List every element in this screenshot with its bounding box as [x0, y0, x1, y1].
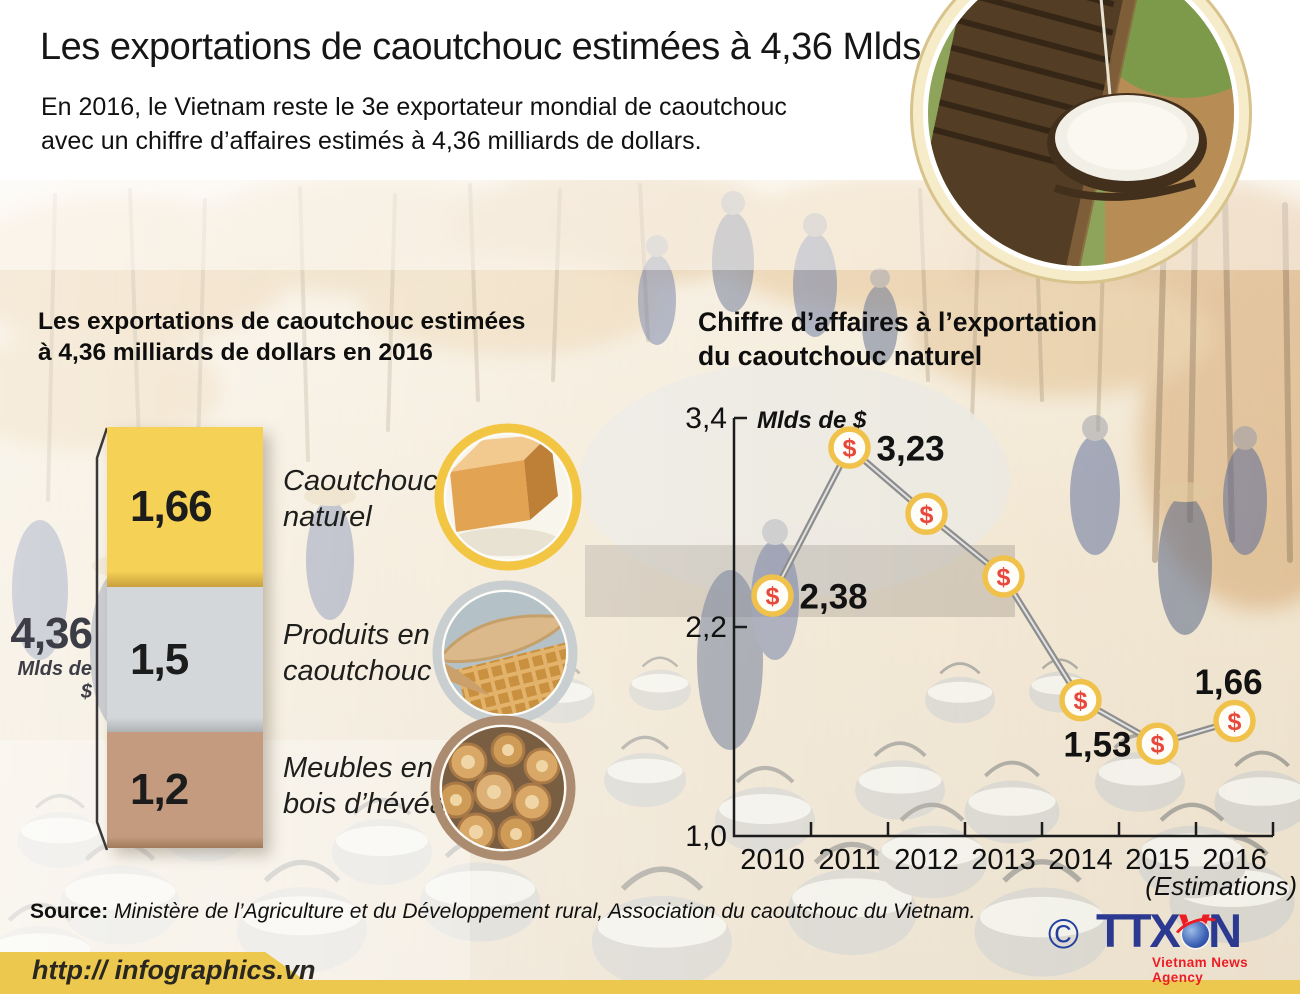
page-subtitle-line2: avec un chiffre d’affaires estimés à 4,3… — [41, 127, 702, 155]
x-tick-label: 2013 — [971, 844, 1036, 876]
page-subtitle: En 2016, le Vietnam reste le 3e exportat… — [41, 90, 787, 158]
dollar-symbol: $ — [1074, 687, 1088, 715]
bar-segment-value: 1,66 — [130, 482, 213, 531]
footer-url-link[interactable]: http:// infographics.vn — [32, 955, 316, 985]
dollar-marker-icon — [982, 555, 1025, 598]
y-tick-label: 1,0 — [685, 820, 727, 853]
photo-produits-en-caoutchouc — [432, 580, 578, 726]
page-title: Les exportations de caoutchouc estimées … — [40, 26, 1003, 68]
left-chart-heading: Les exportations de caoutchouc estimées … — [38, 308, 526, 366]
dollar-symbol: $ — [997, 563, 1011, 591]
background-photo — [0, 180, 1300, 994]
total-bracket — [95, 427, 109, 851]
bar-segment-produits-en-caoutchouc: 1,5 — [107, 587, 263, 732]
total-unit: Mlds de $ — [17, 658, 92, 703]
x-tick-label: 2011 — [818, 844, 880, 876]
source-label: Source: — [30, 900, 109, 923]
source-text: Ministère de l’Agriculture et du Dévelop… — [108, 900, 976, 923]
dollar-marker-icon — [751, 574, 794, 617]
total-block: 4,36 Mlds de $ — [4, 609, 93, 704]
chart-axes — [732, 418, 1273, 838]
dollar-symbol: $ — [766, 583, 780, 611]
point-value-label: 3,23 — [877, 430, 945, 469]
estimations-note: (Estimations) — [1145, 871, 1297, 901]
x-tick-label: 2016 — [1202, 844, 1267, 876]
dollar-marker-icon — [905, 492, 948, 536]
line-chart-heading: Chiffre d’affaires à l’exportation du ca… — [698, 307, 1098, 371]
bar-segment-value: 1,5 — [130, 634, 189, 684]
photo-bois-hevea — [430, 715, 576, 861]
photo-caoutchouc-naturel — [434, 423, 582, 571]
category-label-caoutchouc-naturel: Caoutchouc naturel — [283, 465, 438, 533]
point-value-label: 1,66 — [1194, 663, 1262, 702]
point-value-label: 2,38 — [800, 578, 868, 617]
dollar-symbol: $ — [1151, 731, 1165, 759]
page-subtitle-line1: En 2016, le Vietnam reste le 3e exportat… — [41, 93, 787, 121]
y-tick-label: 3,4 — [685, 402, 727, 435]
dollar-symbol: $ — [843, 435, 857, 463]
dollar-marker-icon — [1213, 699, 1256, 743]
globe-icon — [1182, 921, 1209, 948]
x-tick-label: 2014 — [1048, 844, 1113, 876]
category-label-produits-en-caoutchouc: Produits en caoutchouc — [283, 619, 432, 687]
ttxvn-letters: TTXVN — [1096, 904, 1242, 957]
bar-segment-caoutchouc-naturel: 1,66 — [107, 427, 263, 587]
ttxvn-tagline: Vietnam News Agency — [1152, 955, 1249, 985]
bar-segment-value: 1,2 — [130, 765, 189, 814]
dollar-marker-icon — [1059, 678, 1102, 722]
source-line: Source: Ministère de l’Agriculture et du… — [30, 900, 976, 924]
dollar-marker-icon — [1136, 722, 1179, 765]
stacked-bar: 1,66 1,5 1,2 — [107, 427, 263, 848]
ttxvn-logo: © TTXVN Vietnam News Agency — [1040, 904, 1296, 986]
bar-segment-meubles-bois-hevea: 1,2 — [107, 732, 263, 848]
hero-photo-rubber-tapping — [910, 0, 1252, 284]
dollar-symbol: $ — [1228, 708, 1242, 736]
product-photos — [430, 423, 582, 861]
dollar-marker-icon — [828, 426, 871, 469]
dollar-symbol: $ — [920, 501, 934, 529]
y-tick-label: 2,2 — [685, 611, 727, 644]
category-label-meubles-bois-hevea: Meubles en bois d’hévéa — [283, 752, 446, 820]
x-tick-label: 2015 — [1125, 844, 1190, 876]
x-tick-label: 2012 — [894, 844, 959, 876]
x-tick-label: 2010 — [740, 844, 805, 876]
total-value: 4,36 — [10, 609, 93, 658]
point-value-label: 1,53 — [1063, 726, 1131, 765]
copyright-icon: © — [1048, 910, 1079, 957]
